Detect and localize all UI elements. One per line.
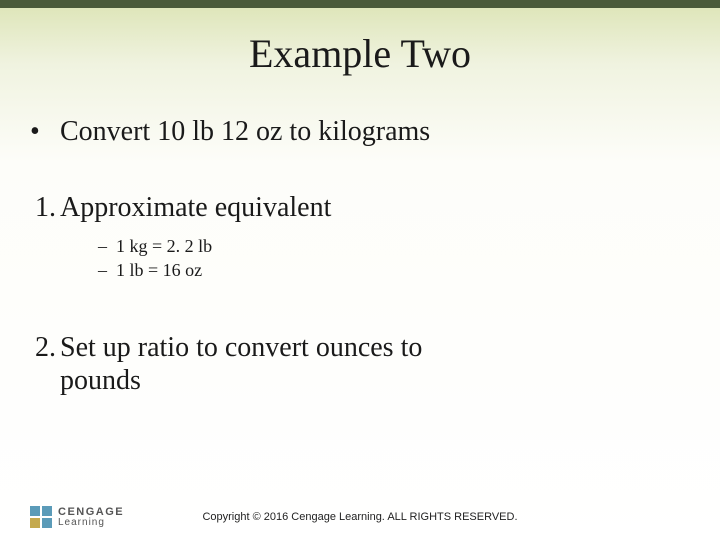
bullet-marker: • [30,116,60,148]
accent-bar [0,0,720,8]
bullet-item: • Convert 10 lb 12 oz to kilograms [30,115,690,149]
step-1-subitems: – 1 kg = 2. 2 lb – 1 lb = 16 oz [98,234,690,283]
sub-item: – 1 lb = 16 oz [98,258,690,282]
step-text: Approximate equivalent [60,191,331,225]
step-text: Set up ratio to convert ounces to pounds [60,331,500,398]
step-2: 2. Set up ratio to convert ounces to pou… [30,331,690,398]
step-number: 1. [30,192,60,224]
sub-text: 1 lb = 16 oz [116,258,202,282]
footer: CENGAGE Learning Copyright © 2016 Cengag… [0,506,720,528]
sub-text: 1 kg = 2. 2 lb [116,234,212,258]
dash-marker: – [98,258,116,282]
bullet-text: Convert 10 lb 12 oz to kilograms [60,115,430,149]
dash-marker: – [98,234,116,258]
slide-title: Example Two [0,30,720,77]
content-area: • Convert 10 lb 12 oz to kilograms 1. Ap… [0,115,720,398]
sub-item: – 1 kg = 2. 2 lb [98,234,690,258]
copyright-text: Copyright © 2016 Cengage Learning. ALL R… [0,511,720,523]
step-number: 2. [30,332,60,364]
step-1: 1. Approximate equivalent [30,191,690,225]
